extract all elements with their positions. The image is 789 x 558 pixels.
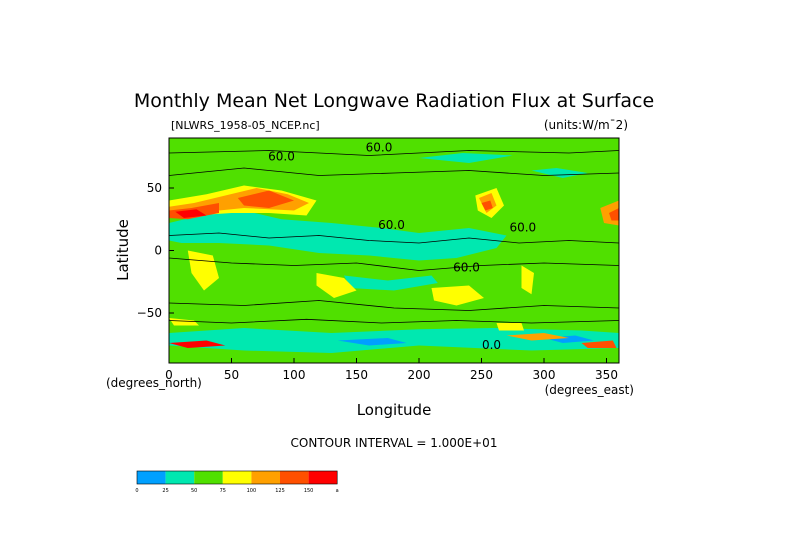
field-region (169, 318, 199, 326)
colorbar-swatch (137, 471, 166, 484)
plot-area (169, 138, 619, 363)
contour-labels: 60.0 60.0 60.0 60.0 60.0 0.0 (268, 141, 536, 353)
field-region (175, 209, 207, 218)
x-tick-label: 250 (470, 368, 493, 382)
x-axis-label: Longitude (357, 401, 432, 419)
y-unit-label: (degrees_north) (106, 376, 202, 390)
field-region (316, 273, 357, 298)
colorbar-level-label: 125 (275, 488, 285, 494)
field-region (531, 168, 588, 178)
contour-label: 60.0 (366, 141, 393, 155)
colorbar-swatch (280, 471, 309, 484)
colorbar-level-label: 150 (304, 488, 314, 494)
contour-label: 60.0 (453, 261, 480, 275)
x-tick-label: 350 (595, 368, 618, 382)
contour-line (169, 300, 619, 311)
contour-line (169, 257, 619, 271)
colorbar-swatch (251, 471, 280, 484)
contour-lines (169, 150, 619, 324)
field-regions (169, 153, 619, 353)
colorbar-frame (136, 470, 338, 485)
field-region (431, 285, 484, 306)
contour-line (169, 150, 619, 156)
y-axis-label: Latitude (114, 219, 132, 281)
contour-label: 60.0 (378, 218, 405, 232)
x-tick-label: 100 (283, 368, 306, 382)
field-region (419, 153, 513, 163)
field-region (496, 323, 524, 331)
contour-line (169, 232, 619, 244)
colorbar: 0 25 50 75 100 125 150 a (135, 470, 339, 494)
y-tick-label: 0 (154, 244, 162, 258)
x-unit-label: (degrees_east) (545, 383, 634, 397)
colorbar-swatch (194, 471, 223, 484)
field-region (237, 190, 294, 208)
chart-title: Monthly Mean Net Longwave Radiation Flux… (134, 90, 654, 112)
field-region (344, 275, 438, 291)
dataset-label: [NLWRS_1958-05_NCEP.nc] (171, 119, 320, 132)
colorbar-swatch (308, 471, 338, 484)
x-tick-label: 0 (165, 368, 173, 382)
colorbar-level-label: 50 (191, 488, 197, 494)
x-tick-label: 150 (345, 368, 368, 382)
field-region (169, 210, 507, 261)
units-label: (units:W/m¯2) (544, 118, 628, 132)
x-tick-label: 300 (533, 368, 556, 382)
contour-label: 60.0 (509, 221, 536, 235)
colorbar-level-label: a (336, 488, 339, 494)
field-region (521, 265, 534, 295)
field-region (169, 340, 226, 348)
colorbar-level-label: 0 (135, 488, 138, 494)
y-tick-label: −50 (137, 306, 162, 320)
x-axis: 0 50 100 150 200 250 300 350 (165, 358, 618, 382)
colorbar-swatch (222, 471, 252, 484)
x-tick-label: 50 (224, 368, 239, 382)
contour-line (169, 318, 619, 324)
contour-line (169, 167, 619, 176)
y-tick-label: 50 (147, 181, 162, 195)
y-axis: −50 0 50 (137, 181, 174, 320)
contour-label: 60.0 (268, 149, 295, 163)
colorbar-level-label: 75 (220, 488, 226, 494)
colorbar-swatch (165, 471, 195, 484)
colorbar-level-label: 100 (247, 488, 257, 494)
contour-interval-label: CONTOUR INTERVAL = 1.000E+01 (291, 436, 498, 450)
field-region (481, 200, 493, 211)
field-region (506, 333, 569, 341)
contour-label: 0.0 (482, 338, 501, 352)
x-tick-label: 200 (408, 368, 431, 382)
field-region (337, 338, 407, 346)
colorbar-level-label: 25 (162, 488, 168, 494)
field-region (581, 340, 617, 348)
field-region (609, 208, 619, 221)
